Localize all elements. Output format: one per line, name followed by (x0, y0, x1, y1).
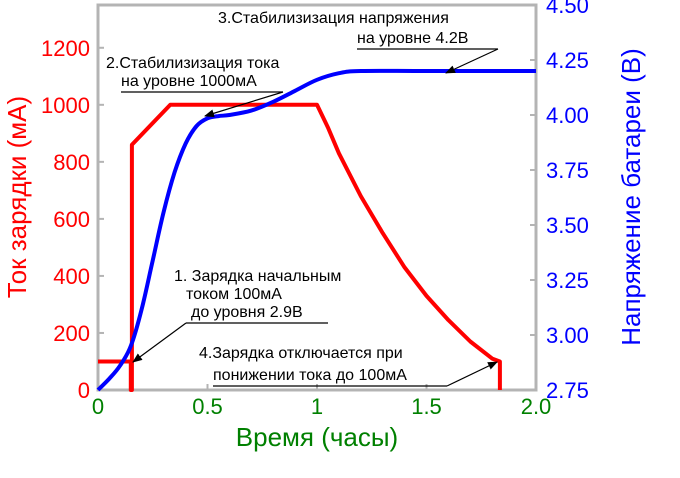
annotation-1-arrow (132, 322, 187, 363)
series-line-current (98, 102, 502, 392)
y-right-tick-label: 3.25 (546, 268, 589, 293)
x-tick-label: 0 (92, 394, 104, 419)
annotation-1-line: до уровня 2.9В (191, 304, 303, 321)
y-right-axis-label: Напряжение батареи (В) (616, 48, 646, 346)
series-line-voltage (96, 68, 536, 392)
y-right-tick-label: 4.25 (546, 48, 589, 73)
x-axis-label: Время (часы) (236, 422, 398, 452)
annotation-4-arrow (446, 361, 498, 387)
y-right-tick-label: 3.50 (546, 213, 589, 238)
annotation-2-arrow (204, 91, 284, 118)
y-left-axis-label: Ток зарядки (мА) (2, 96, 32, 298)
y-right-tick-label: 4.50 (546, 0, 589, 18)
y-left-tick-label: 0 (78, 378, 90, 403)
y-left-tick-label: 200 (53, 321, 90, 346)
y-right-tick-label: 2.75 (546, 378, 589, 403)
x-tick-label: 0.5 (192, 394, 223, 419)
y-left-tick-label: 400 (53, 264, 90, 289)
y-left-tick-label: 600 (53, 207, 90, 232)
annotation-1-line: током 100мА (186, 286, 282, 303)
annotation-3-line: 3.Стабилизизация напряжения (218, 10, 449, 27)
annotation-3-arrow (445, 48, 499, 74)
y-left-tick-label: 800 (53, 150, 90, 175)
y-left-tick-label: 1200 (41, 36, 90, 61)
y-right-tick-label: 4.00 (546, 103, 589, 128)
x-tick-label: 1.5 (411, 394, 442, 419)
y-right-tick-label: 3.75 (546, 158, 589, 183)
annotation-2-line: 2.Стабилизизация тока (106, 55, 279, 72)
annotation-4-line: 4.Зарядка отключается при (199, 345, 403, 362)
y-right-tick-label: 3.00 (546, 323, 589, 348)
annotation-2-line: на уровне 1000мА (121, 73, 257, 90)
annotation-4-line: понижении тока до 100мА (213, 367, 407, 384)
x-tick-label: 1 (311, 394, 323, 419)
x-tick-label: 2.0 (521, 394, 552, 419)
annotation-3-line: на уровне 4.2В (357, 30, 468, 47)
y-left-tick-label: 1000 (41, 93, 90, 118)
annotation-1-line: 1. Зарядка начальным (174, 268, 341, 285)
